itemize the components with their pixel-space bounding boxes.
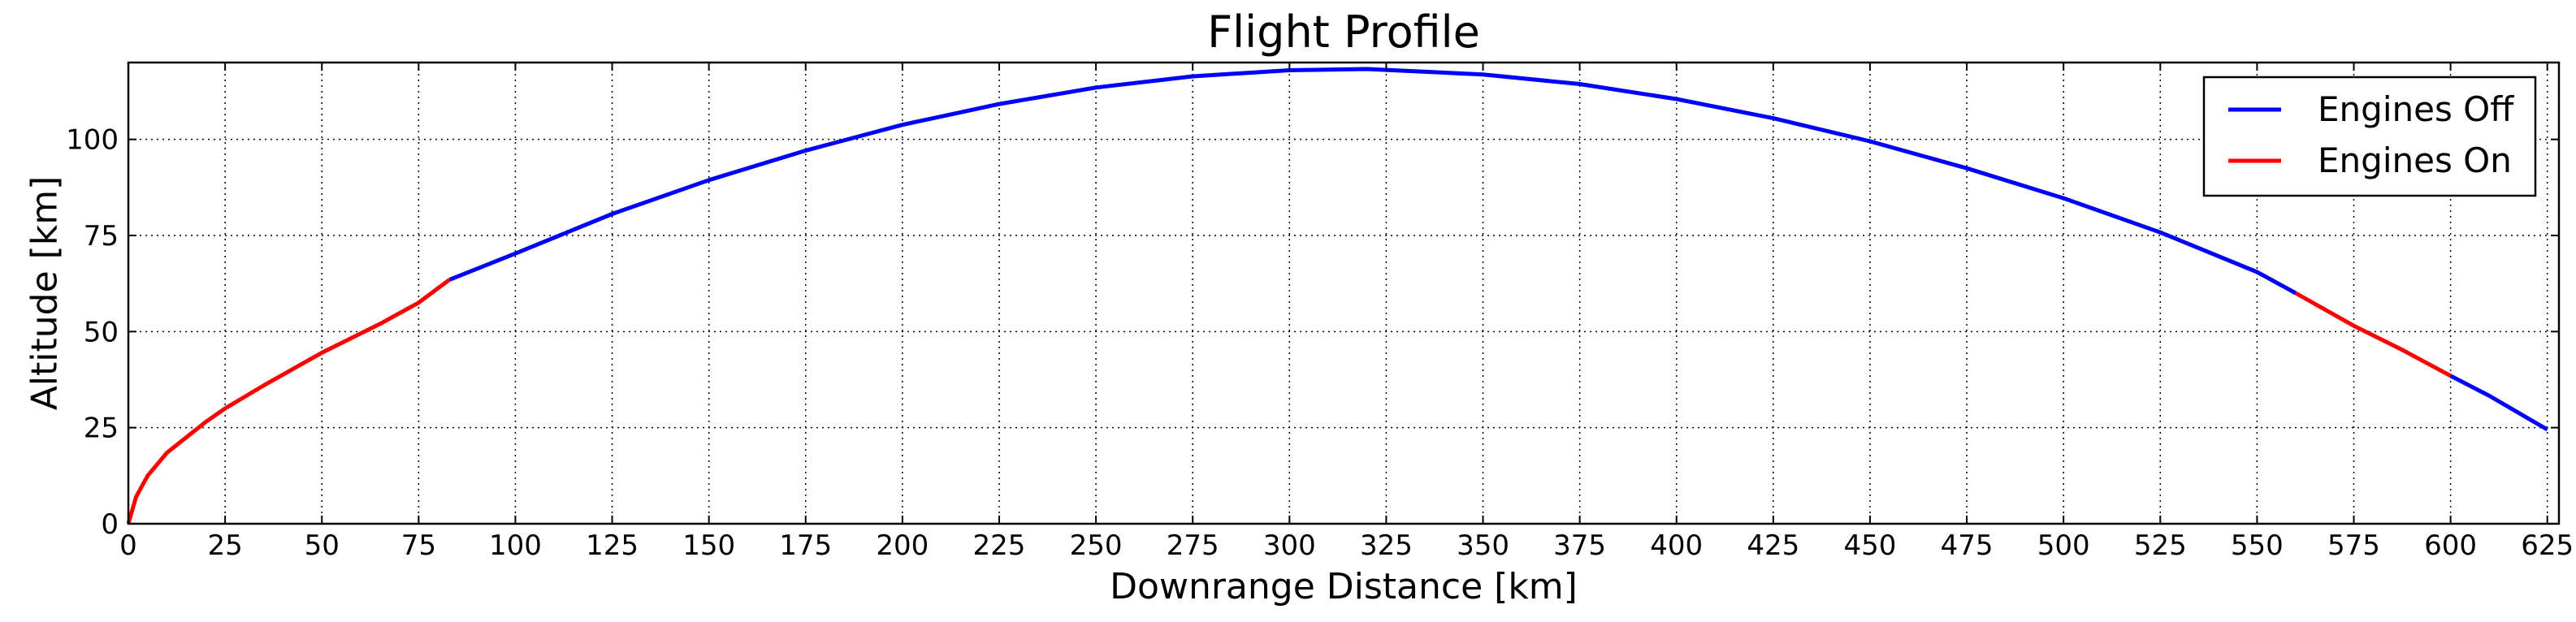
x-tick-label: 625 — [2521, 529, 2574, 562]
x-tick-label: 475 — [1941, 529, 1994, 562]
y-tick-label: 50 — [84, 316, 119, 348]
series-line-engines-off-1 — [2449, 374, 2548, 432]
x-tick-label: 525 — [2134, 529, 2187, 562]
y-tick-label: 0 — [101, 508, 119, 541]
legend-box — [2202, 76, 2537, 197]
x-tick-label: 425 — [1747, 529, 1799, 562]
x-tick-label: 325 — [1360, 529, 1413, 562]
x-tick-label: 0 — [119, 529, 137, 562]
axis-ticks: 0 25 50 75 100 125 150 175 200 225 250 275 300 325 350… — [66, 63, 2574, 562]
legend: Engines Off Engines On — [2202, 76, 2537, 197]
plot-frame — [127, 61, 2561, 525]
chart-title: Flight Profile — [1207, 6, 1480, 58]
grid-lines — [128, 63, 2559, 524]
x-tick-label: 175 — [779, 529, 832, 562]
legend-label-engines-off: Engines Off — [2318, 89, 2514, 129]
series-line-engines-on-1 — [2294, 291, 2452, 378]
x-tick-label: 150 — [682, 529, 735, 562]
x-tick-label: 225 — [973, 529, 1026, 562]
x-tick-label: 50 — [305, 529, 340, 562]
y-tick-label: 25 — [84, 413, 119, 445]
x-tick-label: 400 — [1650, 529, 1703, 562]
x-tick-label: 500 — [2037, 529, 2090, 562]
y-tick-label: 75 — [84, 220, 119, 253]
x-tick-label: 250 — [1070, 529, 1123, 562]
x-tick-label: 25 — [207, 529, 242, 562]
x-tick-label: 125 — [586, 529, 639, 562]
x-tick-label: 600 — [2424, 529, 2477, 562]
x-tick-label: 100 — [489, 529, 542, 562]
x-tick-label: 75 — [401, 529, 436, 562]
series-lines — [126, 67, 2548, 525]
series-line-engines-on-0 — [126, 278, 451, 525]
x-tick-label: 200 — [876, 529, 929, 562]
y-tick-label: 100 — [66, 124, 119, 157]
series-line-engines-off-0 — [448, 67, 2297, 296]
x-tick-label: 450 — [1843, 529, 1896, 562]
legend-label-engines-on: Engines On — [2318, 140, 2512, 180]
x-tick-label: 350 — [1457, 529, 1509, 562]
x-tick-label: 275 — [1167, 529, 1219, 562]
x-tick-label: 550 — [2231, 529, 2284, 562]
x-tick-label: 300 — [1263, 529, 1316, 562]
y-axis-label: Altitude [km] — [24, 176, 65, 411]
x-tick-label: 575 — [2327, 529, 2380, 562]
x-tick-label: 375 — [1553, 529, 1606, 562]
x-axis-label: Downrange Distance [km] — [1110, 566, 1578, 607]
